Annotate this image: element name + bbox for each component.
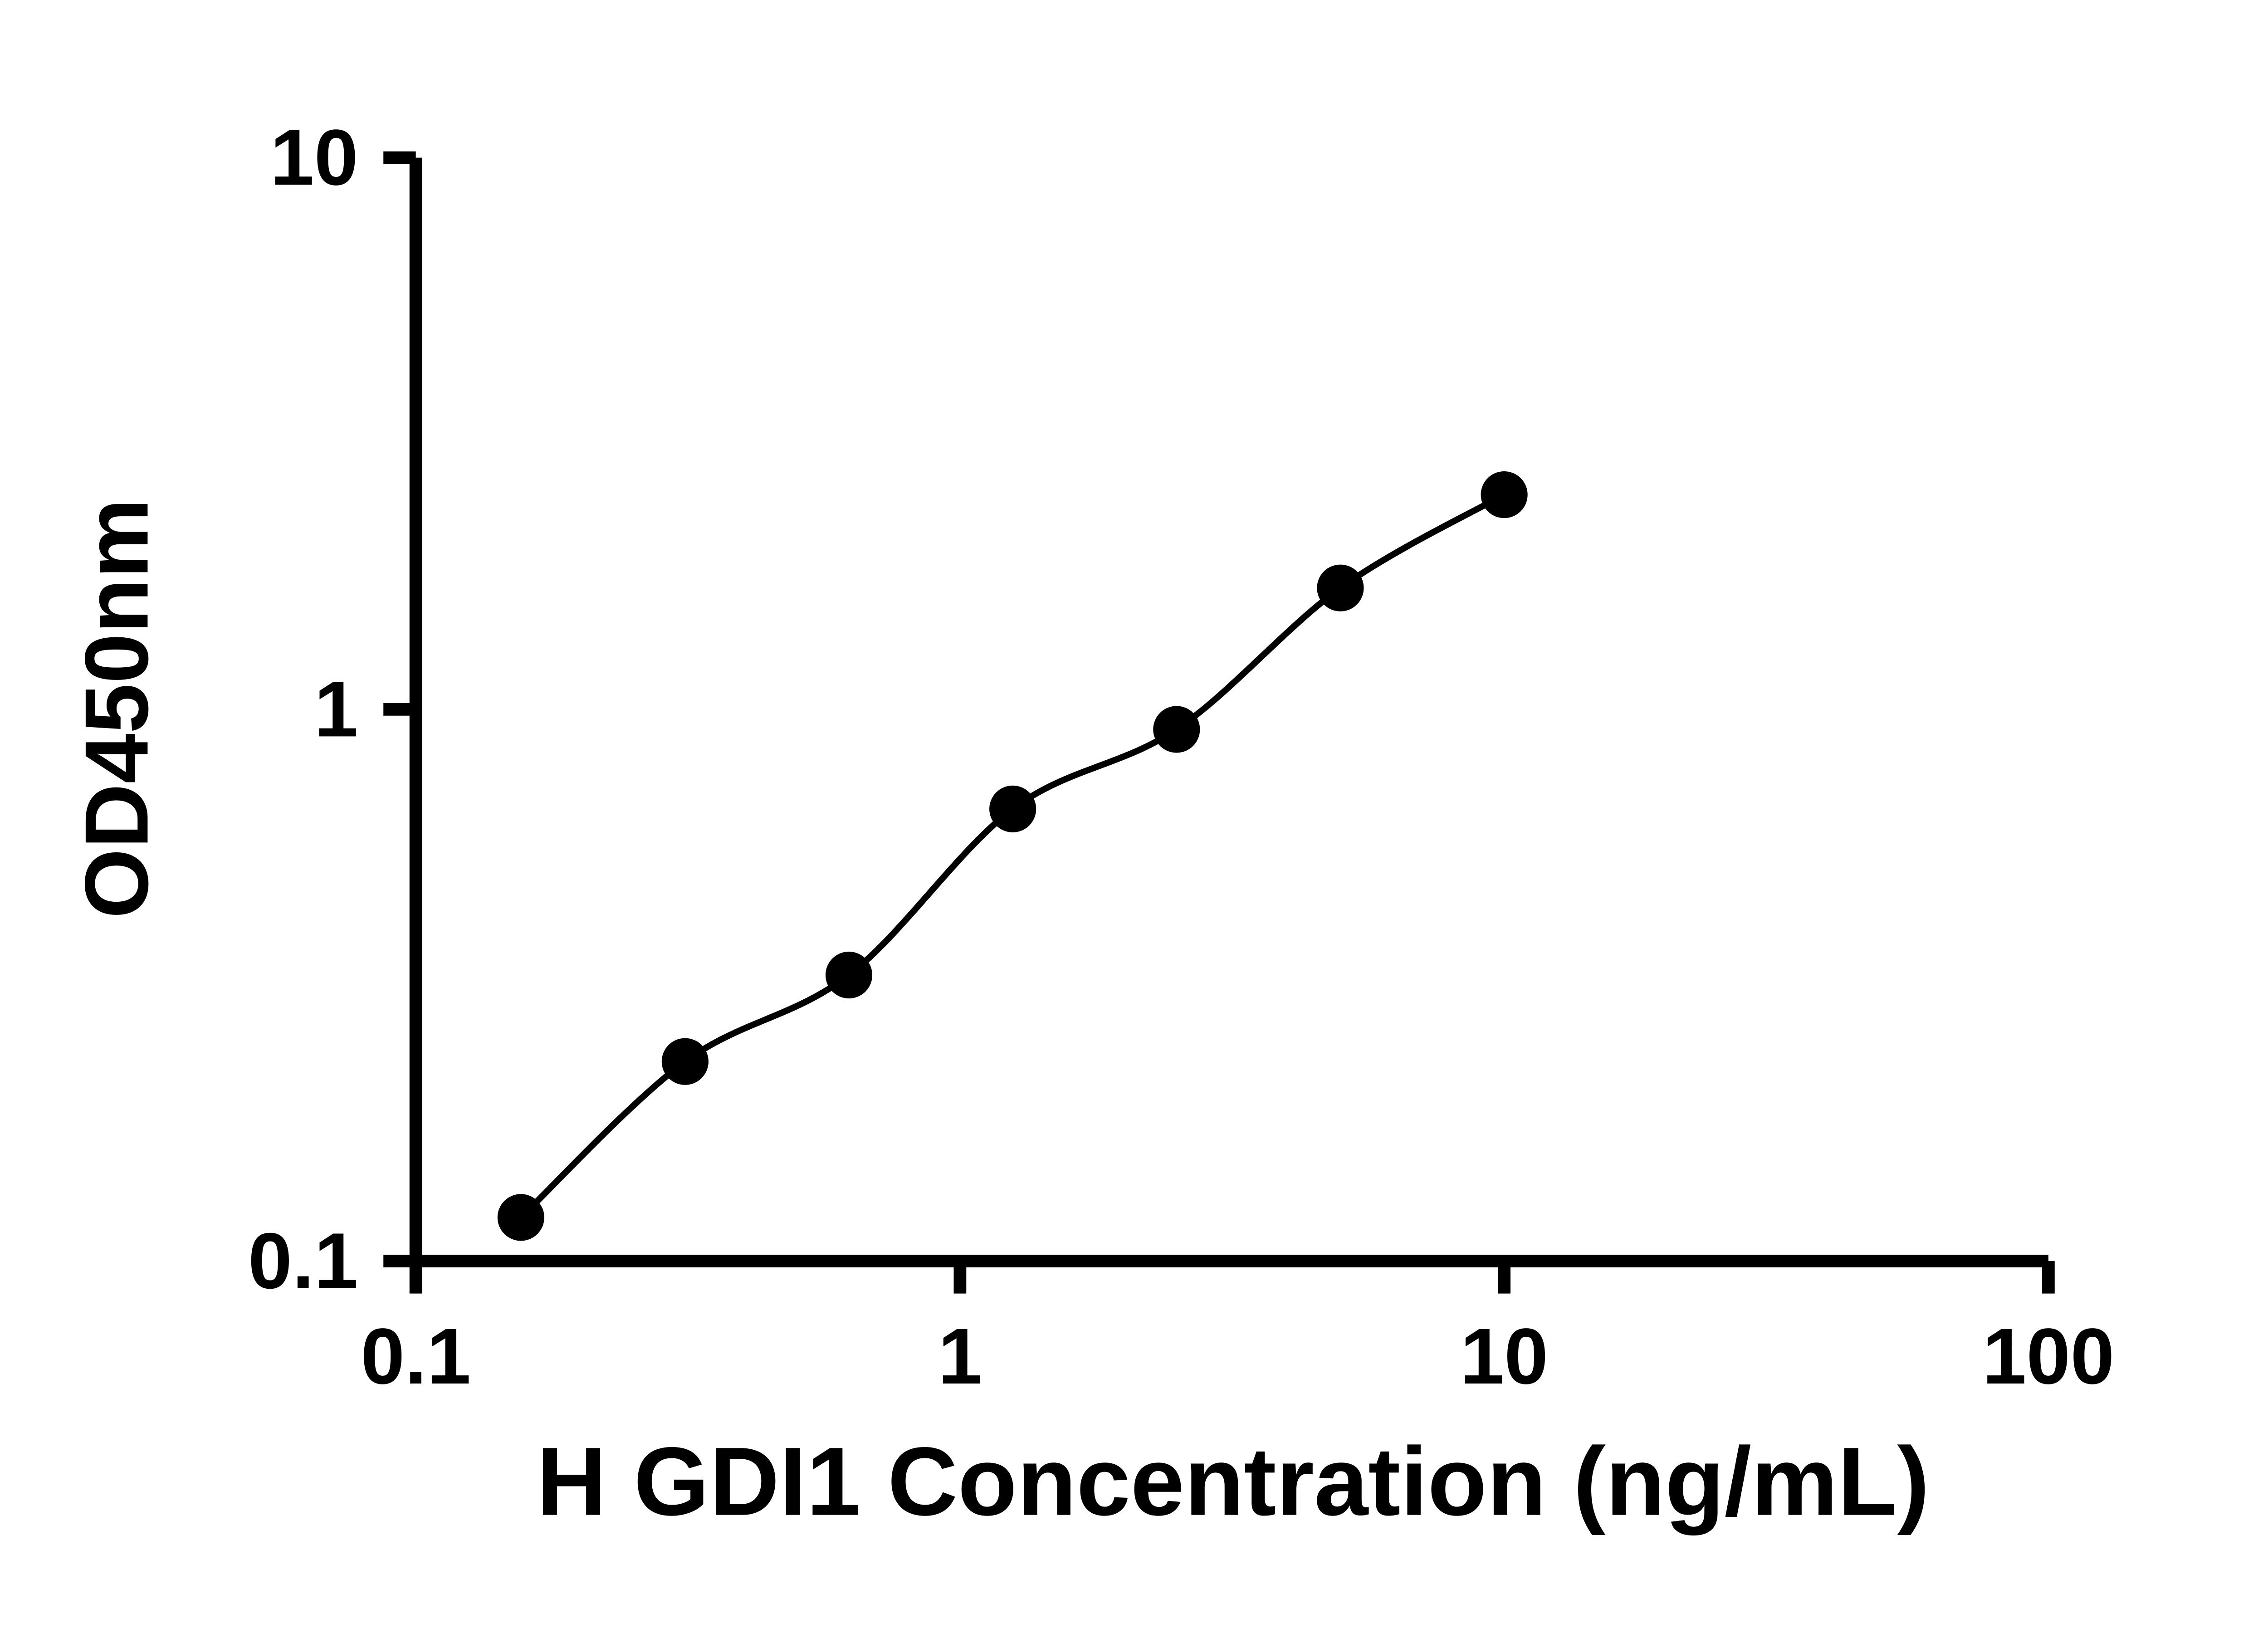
data-point <box>497 1194 544 1241</box>
x-axis-tick-labels: 0.1 1 10 100 <box>361 1312 2114 1401</box>
axes <box>409 157 2048 1268</box>
y-axis-ticks <box>383 151 416 1268</box>
y-axis-title: OD450nm <box>66 499 167 919</box>
x-axis-title: H GDI1 Concentration (ng/mL) <box>537 1428 1930 1536</box>
y-tick-label: 10 <box>270 113 358 202</box>
y-axis-tick-labels: 0.1 1 10 <box>248 113 358 1305</box>
data-points <box>497 471 1528 1241</box>
data-point <box>1481 471 1528 518</box>
y-tick-label: 1 <box>314 665 358 753</box>
data-point <box>1153 706 1200 753</box>
x-tick-label: 1 <box>938 1312 982 1401</box>
x-axis-ticks <box>409 1261 2055 1294</box>
y-tick-label: 0.1 <box>248 1217 358 1305</box>
data-point <box>1317 564 1364 611</box>
data-point <box>825 951 873 999</box>
x-tick-label: 100 <box>1982 1312 2114 1401</box>
x-tick-label: 10 <box>1460 1312 1548 1401</box>
x-tick-label: 0.1 <box>361 1312 471 1401</box>
data-point <box>661 1038 709 1085</box>
data-point <box>989 785 1036 832</box>
